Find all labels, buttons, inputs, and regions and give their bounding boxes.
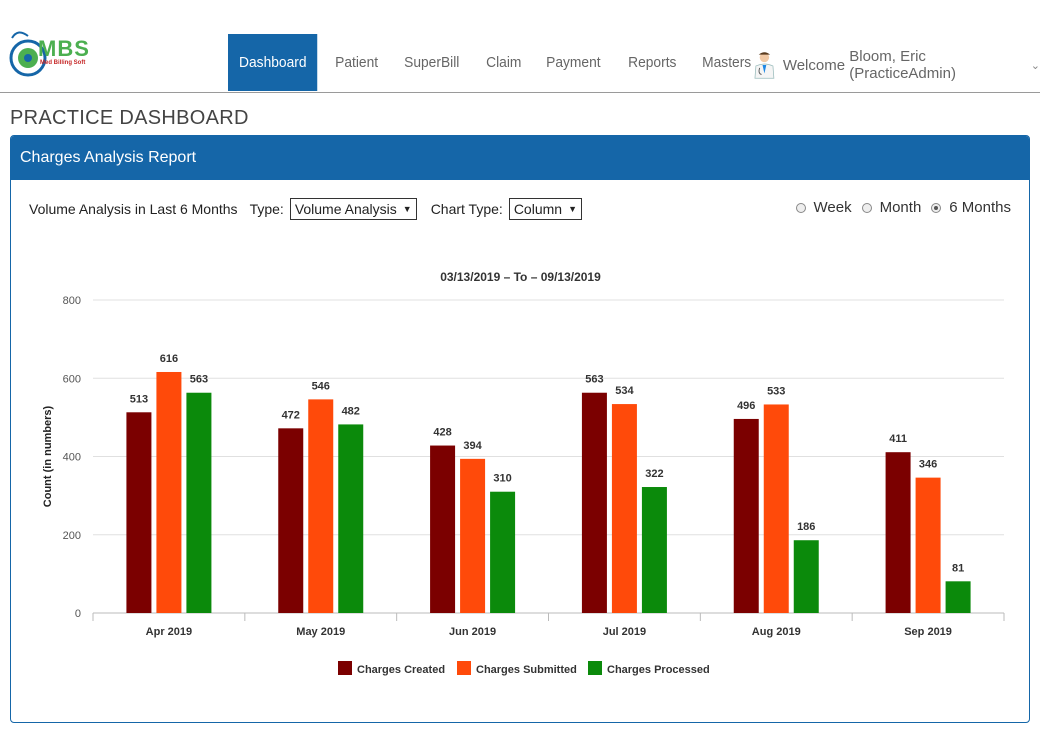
data-label: 563 [190, 374, 208, 386]
y-tick-label: 200 [63, 530, 81, 542]
panel-header: Charges Analysis Report [11, 136, 1029, 180]
data-label: 186 [797, 521, 815, 533]
welcome-label: Welcome [782, 56, 846, 74]
page-title: PRACTICE DASHBOARD [10, 107, 249, 129]
data-label: 322 [645, 468, 663, 480]
doctor-avatar-icon [754, 52, 775, 79]
legend-label: Charges Submitted [476, 664, 577, 676]
y-tick-label: 600 [63, 373, 81, 385]
chart-type-select[interactable]: Column ▼ [508, 198, 582, 220]
bar-charges-submitted [763, 404, 789, 613]
type-select[interactable]: Volume Analysis ▼ [289, 198, 417, 220]
radio-week-circle[interactable] [795, 202, 806, 213]
data-label: 411 [889, 433, 907, 445]
data-label: 534 [615, 385, 634, 397]
charges-analysis-panel: Charges Analysis Report Volume Analysis … [10, 135, 1030, 723]
legend-swatch [588, 661, 602, 675]
bar-charges-processed [490, 491, 516, 613]
legend-swatch [457, 661, 471, 675]
bar-charges-processed [793, 540, 819, 613]
bar-charges-created [278, 428, 304, 613]
logo-text: MBS [38, 36, 90, 61]
dropdown-arrow-icon: ▼ [568, 204, 577, 214]
chart-type-label: Chart Type: [430, 201, 503, 217]
type-select-value: Volume Analysis [294, 201, 397, 217]
bar-charges-submitted [460, 458, 486, 613]
data-label: 513 [130, 393, 148, 405]
bar-charges-submitted [915, 477, 941, 613]
chart-type-select-value: Column [513, 201, 563, 217]
x-tick-label: Jun 2019 [449, 626, 496, 638]
bar-charges-created [733, 418, 759, 613]
app-logo[interactable]: MBS Med Billing Soft [8, 28, 98, 84]
bar-charges-created [885, 452, 911, 613]
data-label: 616 [160, 353, 178, 365]
nav-superbill[interactable]: SuperBill [404, 54, 460, 71]
bar-charges-created [430, 445, 456, 613]
data-label: 563 [585, 374, 603, 386]
radio-6-months[interactable]: 6 Months [931, 199, 1011, 216]
legend-label: Charges Processed [607, 664, 710, 676]
y-tick-label: 400 [63, 452, 81, 464]
data-label: 496 [737, 400, 755, 412]
chevron-down-icon: ⌄ [1030, 59, 1040, 72]
user-menu[interactable]: Welcome Bloom, Eric (PracticeAdmin) ⌄ [754, 48, 1040, 82]
type-label: Type: [249, 201, 284, 217]
period-radio-group: Week Month 6 Months [786, 199, 1011, 216]
legend-label: Charges Created [357, 664, 445, 676]
volume-analysis-label: Volume Analysis in Last 6 Months [29, 201, 238, 217]
nav-claim[interactable]: Claim [486, 54, 522, 71]
data-label: 310 [493, 473, 511, 485]
data-label: 428 [433, 427, 451, 439]
bar-charges-created [126, 412, 152, 613]
radio-6-months-circle[interactable] [931, 202, 942, 213]
top-navbar: MBS Med Billing Soft Dashboard Patient S… [0, 0, 1040, 93]
bar-charges-processed [945, 581, 971, 613]
radio-6-months-label: 6 Months [949, 199, 1011, 216]
chart-title: 03/13/2019 – To – 09/13/2019 [440, 270, 601, 284]
nav-patient[interactable]: Patient [335, 54, 379, 71]
user-name: Bloom, Eric (PracticeAdmin) [849, 48, 956, 82]
data-label: 472 [282, 409, 300, 421]
bar-charges-processed [641, 487, 667, 613]
data-label: 346 [919, 459, 937, 471]
bar-charges-submitted [308, 399, 334, 613]
data-label: 533 [767, 385, 785, 397]
radio-month[interactable]: Month [861, 199, 922, 216]
radio-month-circle[interactable] [861, 202, 872, 213]
bar-charges-processed [338, 424, 364, 613]
radio-week-label: Week [813, 199, 852, 216]
nav-reports[interactable]: Reports [627, 54, 677, 71]
nav-payment[interactable]: Payment [546, 54, 602, 71]
main-nav: Dashboard Patient SuperBill Claim Paymen… [228, 34, 768, 91]
x-tick-label: May 2019 [296, 626, 345, 638]
legend-swatch [338, 661, 352, 675]
bar-charges-created [581, 392, 607, 613]
nav-dashboard[interactable]: Dashboard [228, 34, 318, 91]
charges-column-chart: 03/13/2019 – To – 09/13/2019 0 200 400 600 80… [42, 270, 1005, 676]
dropdown-arrow-icon: ▼ [402, 204, 412, 214]
bar-charges-submitted [611, 404, 637, 613]
x-tick-label: Sep 2019 [904, 626, 952, 638]
logo-graphic [9, 31, 47, 77]
nav-masters[interactable]: Masters [702, 54, 752, 71]
data-label: 81 [952, 562, 964, 574]
x-tick-label: Apr 2019 [146, 626, 192, 638]
bar-charges-processed [186, 392, 212, 613]
report-controls: Volume Analysis in Last 6 Months Type: V… [29, 198, 596, 220]
data-label: 394 [463, 440, 482, 452]
data-label: 546 [312, 380, 330, 392]
y-tick-label: 800 [63, 295, 81, 307]
logo-subtext: Med Billing Soft [40, 60, 86, 66]
radio-week[interactable]: Week [795, 199, 852, 216]
y-axis-label: Count (in numbers) [42, 405, 54, 507]
data-label: 482 [342, 405, 360, 417]
x-tick-label: Jul 2019 [603, 626, 646, 638]
radio-month-label: Month [879, 199, 922, 216]
y-tick-label: 0 [75, 608, 81, 620]
bar-charges-submitted [156, 371, 182, 613]
x-tick-label: Aug 2019 [752, 626, 801, 638]
